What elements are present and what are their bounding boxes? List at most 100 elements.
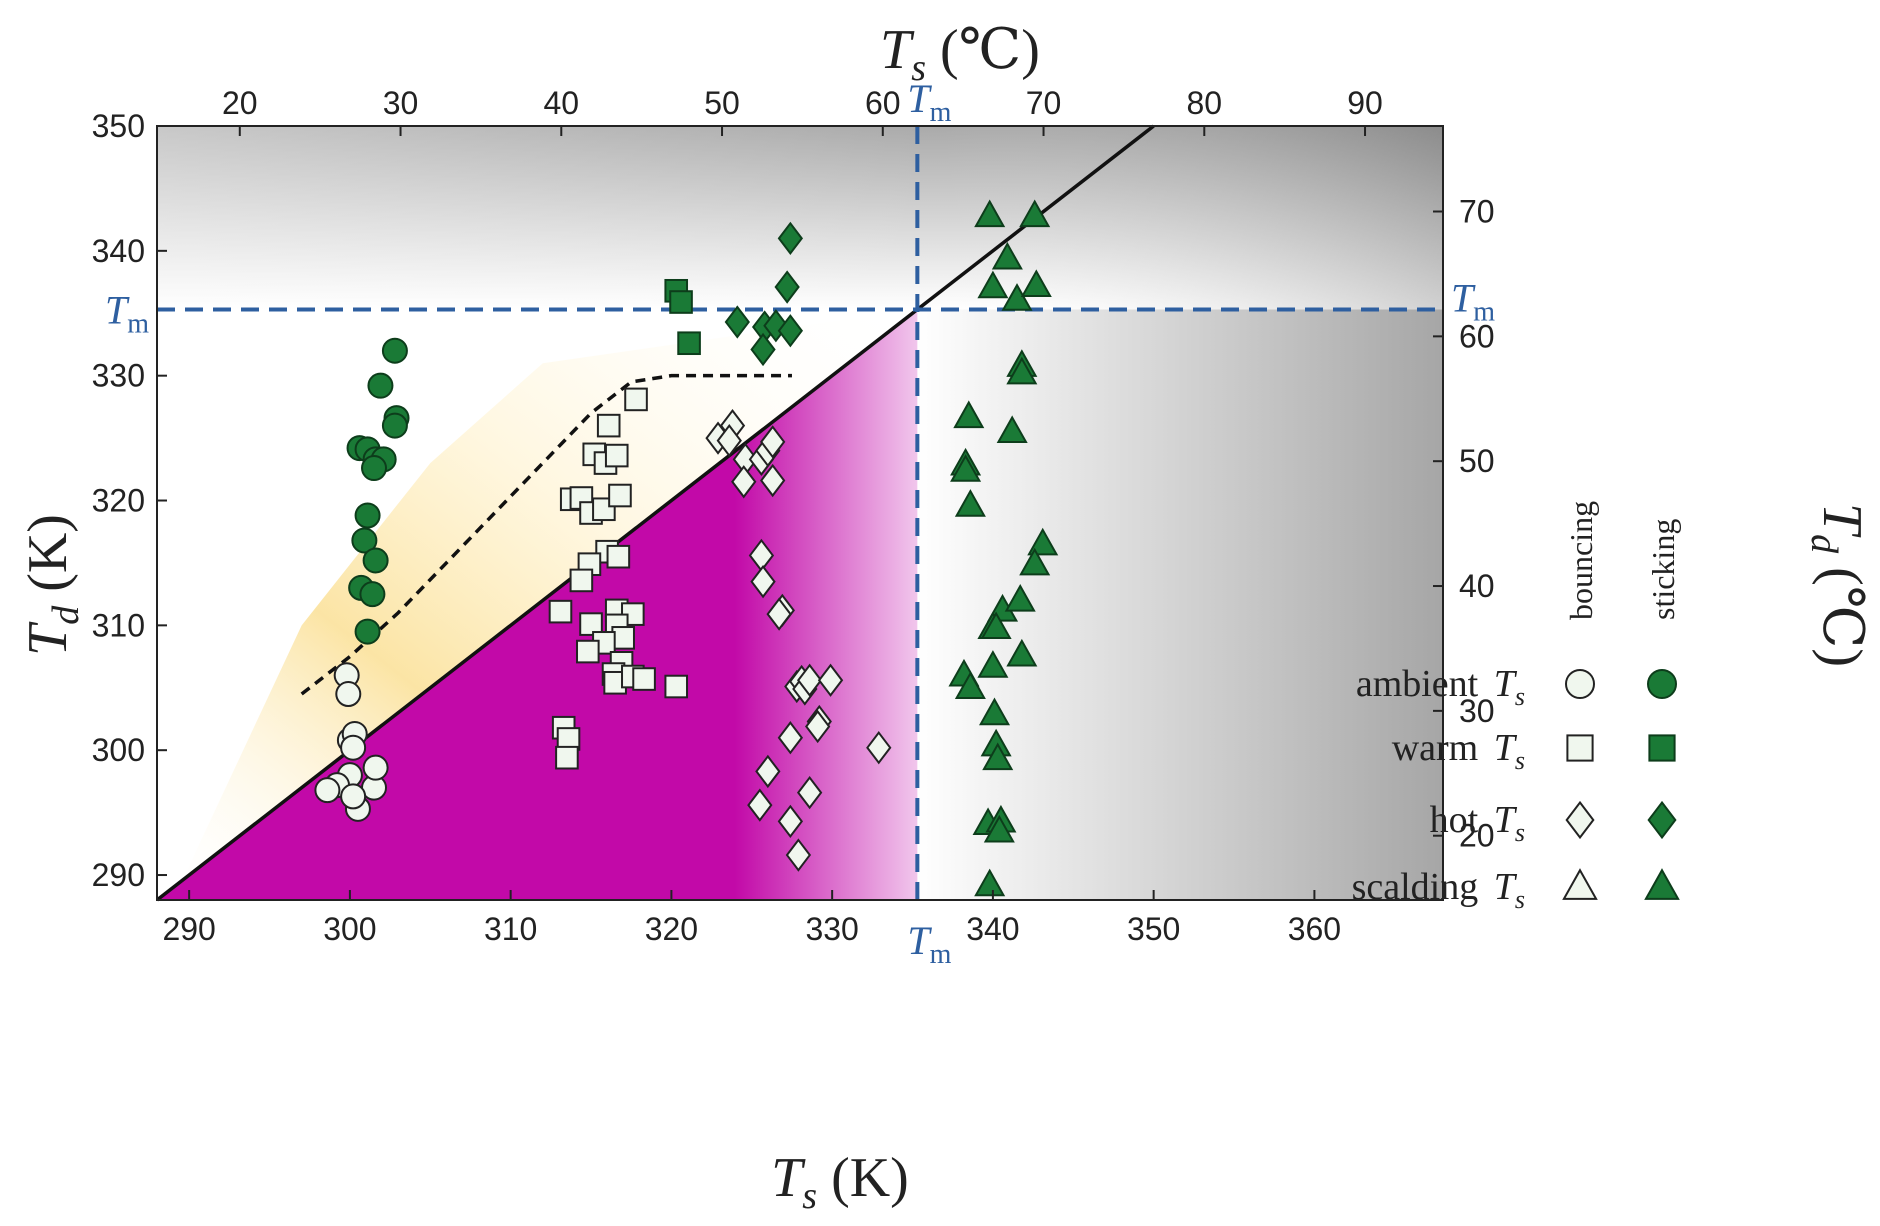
legend-label-symbol: T bbox=[1494, 799, 1518, 841]
legend-marker-circle-sticking bbox=[1647, 669, 1677, 699]
circle-point bbox=[340, 734, 367, 761]
triangle-point bbox=[991, 241, 1023, 270]
triangle-point bbox=[977, 650, 1009, 678]
tm-label-top: Tm bbox=[907, 76, 951, 128]
legend-label-subscript: s bbox=[1515, 682, 1525, 711]
diamond-point bbox=[750, 565, 776, 599]
x-bottom-unit: (K) bbox=[831, 1147, 909, 1209]
x-bottom-sub: s bbox=[802, 1175, 817, 1217]
triangle-point bbox=[1020, 269, 1052, 297]
square-point bbox=[632, 667, 656, 691]
triangle-point bbox=[974, 868, 1006, 897]
circle-point bbox=[381, 412, 408, 439]
square-point bbox=[624, 387, 648, 412]
circle-point bbox=[362, 547, 389, 574]
triangle-point bbox=[977, 270, 1009, 299]
triangle-point bbox=[980, 611, 1012, 640]
x-bottom-tick-label: 360 bbox=[1288, 911, 1341, 947]
diamond-point bbox=[716, 423, 742, 458]
x-top-tick-label: 90 bbox=[1347, 85, 1383, 121]
triangle-point bbox=[983, 814, 1015, 843]
legend-marker-triangle-bouncing bbox=[1562, 868, 1598, 900]
series-ambient-sticking bbox=[346, 337, 410, 645]
diamond-point bbox=[785, 838, 812, 872]
diamond-point bbox=[796, 663, 823, 697]
triangle-point bbox=[950, 454, 982, 482]
square-point bbox=[669, 290, 693, 314]
circle-point bbox=[314, 777, 341, 804]
circle-point bbox=[361, 455, 388, 482]
x-top-tick-label: 40 bbox=[543, 85, 579, 121]
triangle-point bbox=[978, 697, 1011, 726]
circle-point bbox=[335, 681, 362, 708]
x-bottom-sym: T bbox=[771, 1147, 806, 1209]
square-point bbox=[579, 612, 603, 636]
diamond-point bbox=[796, 775, 823, 810]
x-bottom-tick-label: 290 bbox=[162, 911, 215, 947]
tm-symbol: T bbox=[105, 288, 130, 333]
x-bottom-tick-label: 300 bbox=[323, 911, 376, 947]
square-point bbox=[606, 544, 631, 569]
circle-point bbox=[340, 783, 367, 810]
y-right-tick-label: 40 bbox=[1459, 568, 1495, 604]
y-left-sub: d bbox=[45, 605, 87, 625]
legend-label-symbol: T bbox=[1494, 727, 1518, 769]
axis-ticks: 290 300 310 320 330 340 350 360 20 30 40 50 60 70 80 90… bbox=[92, 85, 1495, 947]
y-axis-title-kelvin: Td (K) bbox=[17, 514, 87, 656]
square-point bbox=[576, 639, 600, 664]
tm-label-left: Tm bbox=[105, 288, 149, 340]
y-left-tick-label: 340 bbox=[92, 233, 145, 269]
triangle-point bbox=[1019, 199, 1051, 228]
diamond-point bbox=[777, 314, 804, 348]
square-point bbox=[608, 483, 632, 508]
legend-marker-diamond-sticking bbox=[1647, 800, 1677, 840]
legend-label-subscript: s bbox=[1515, 746, 1525, 775]
data-markers bbox=[314, 199, 1059, 897]
legend-label-word: ambient bbox=[1356, 663, 1488, 705]
tm-symbol: T bbox=[1451, 276, 1476, 321]
legend-label-word: warm bbox=[1392, 727, 1488, 769]
x-bottom-tick-label: 330 bbox=[805, 911, 858, 947]
y-right-sym: T bbox=[1811, 503, 1873, 538]
square-point bbox=[596, 413, 621, 438]
x-bottom-tick-label: 320 bbox=[645, 911, 698, 947]
tm-subscript: m bbox=[1473, 297, 1495, 328]
diamond-point bbox=[755, 754, 781, 789]
triangle-point bbox=[1001, 283, 1033, 311]
y-right-tick-label: 30 bbox=[1459, 693, 1495, 729]
diagonal-line bbox=[155, 124, 1155, 902]
region-top-shade bbox=[157, 126, 1443, 310]
square-point bbox=[548, 599, 573, 624]
region-right-gray bbox=[917, 309, 1443, 900]
y-right-tick-label: 60 bbox=[1459, 318, 1495, 354]
triangle-point bbox=[1019, 547, 1051, 576]
circle-point bbox=[354, 618, 381, 645]
legend-label-hot: hot Ts bbox=[1430, 799, 1525, 847]
legend-label-word: scalding bbox=[1352, 866, 1488, 908]
legend-label-symbol: T bbox=[1494, 663, 1518, 705]
tm-label-bottom: Tm bbox=[907, 918, 951, 970]
y-axis-title-celsius: Td (℃) bbox=[1803, 503, 1873, 667]
square-point bbox=[555, 745, 579, 770]
circle-point bbox=[351, 527, 378, 554]
circle-point bbox=[362, 754, 389, 781]
y-left-tick-label: 310 bbox=[92, 607, 145, 643]
tm-subscript: m bbox=[930, 97, 952, 128]
guide-lines bbox=[155, 124, 1443, 902]
legend-marker-square-bouncing bbox=[1566, 734, 1594, 762]
tm-label-right: Tm bbox=[1451, 276, 1495, 328]
diamond-point bbox=[805, 709, 831, 744]
diamond-point bbox=[866, 731, 892, 765]
triangle-point bbox=[1006, 356, 1038, 385]
x-top-tick-label: 70 bbox=[1026, 85, 1062, 121]
diamond-point bbox=[760, 425, 786, 459]
legend-label-subscript: s bbox=[1515, 818, 1525, 847]
plot-frame bbox=[156, 125, 1444, 901]
triangle-point bbox=[954, 671, 986, 699]
y-right-tick-label: 70 bbox=[1459, 194, 1495, 230]
diamond-point bbox=[777, 221, 804, 256]
triangle-point bbox=[996, 415, 1028, 444]
square-point bbox=[677, 331, 701, 356]
x-axis-title-celsius: Ts (℃) bbox=[880, 19, 1040, 89]
y-left-tick-label: 350 bbox=[92, 108, 145, 144]
